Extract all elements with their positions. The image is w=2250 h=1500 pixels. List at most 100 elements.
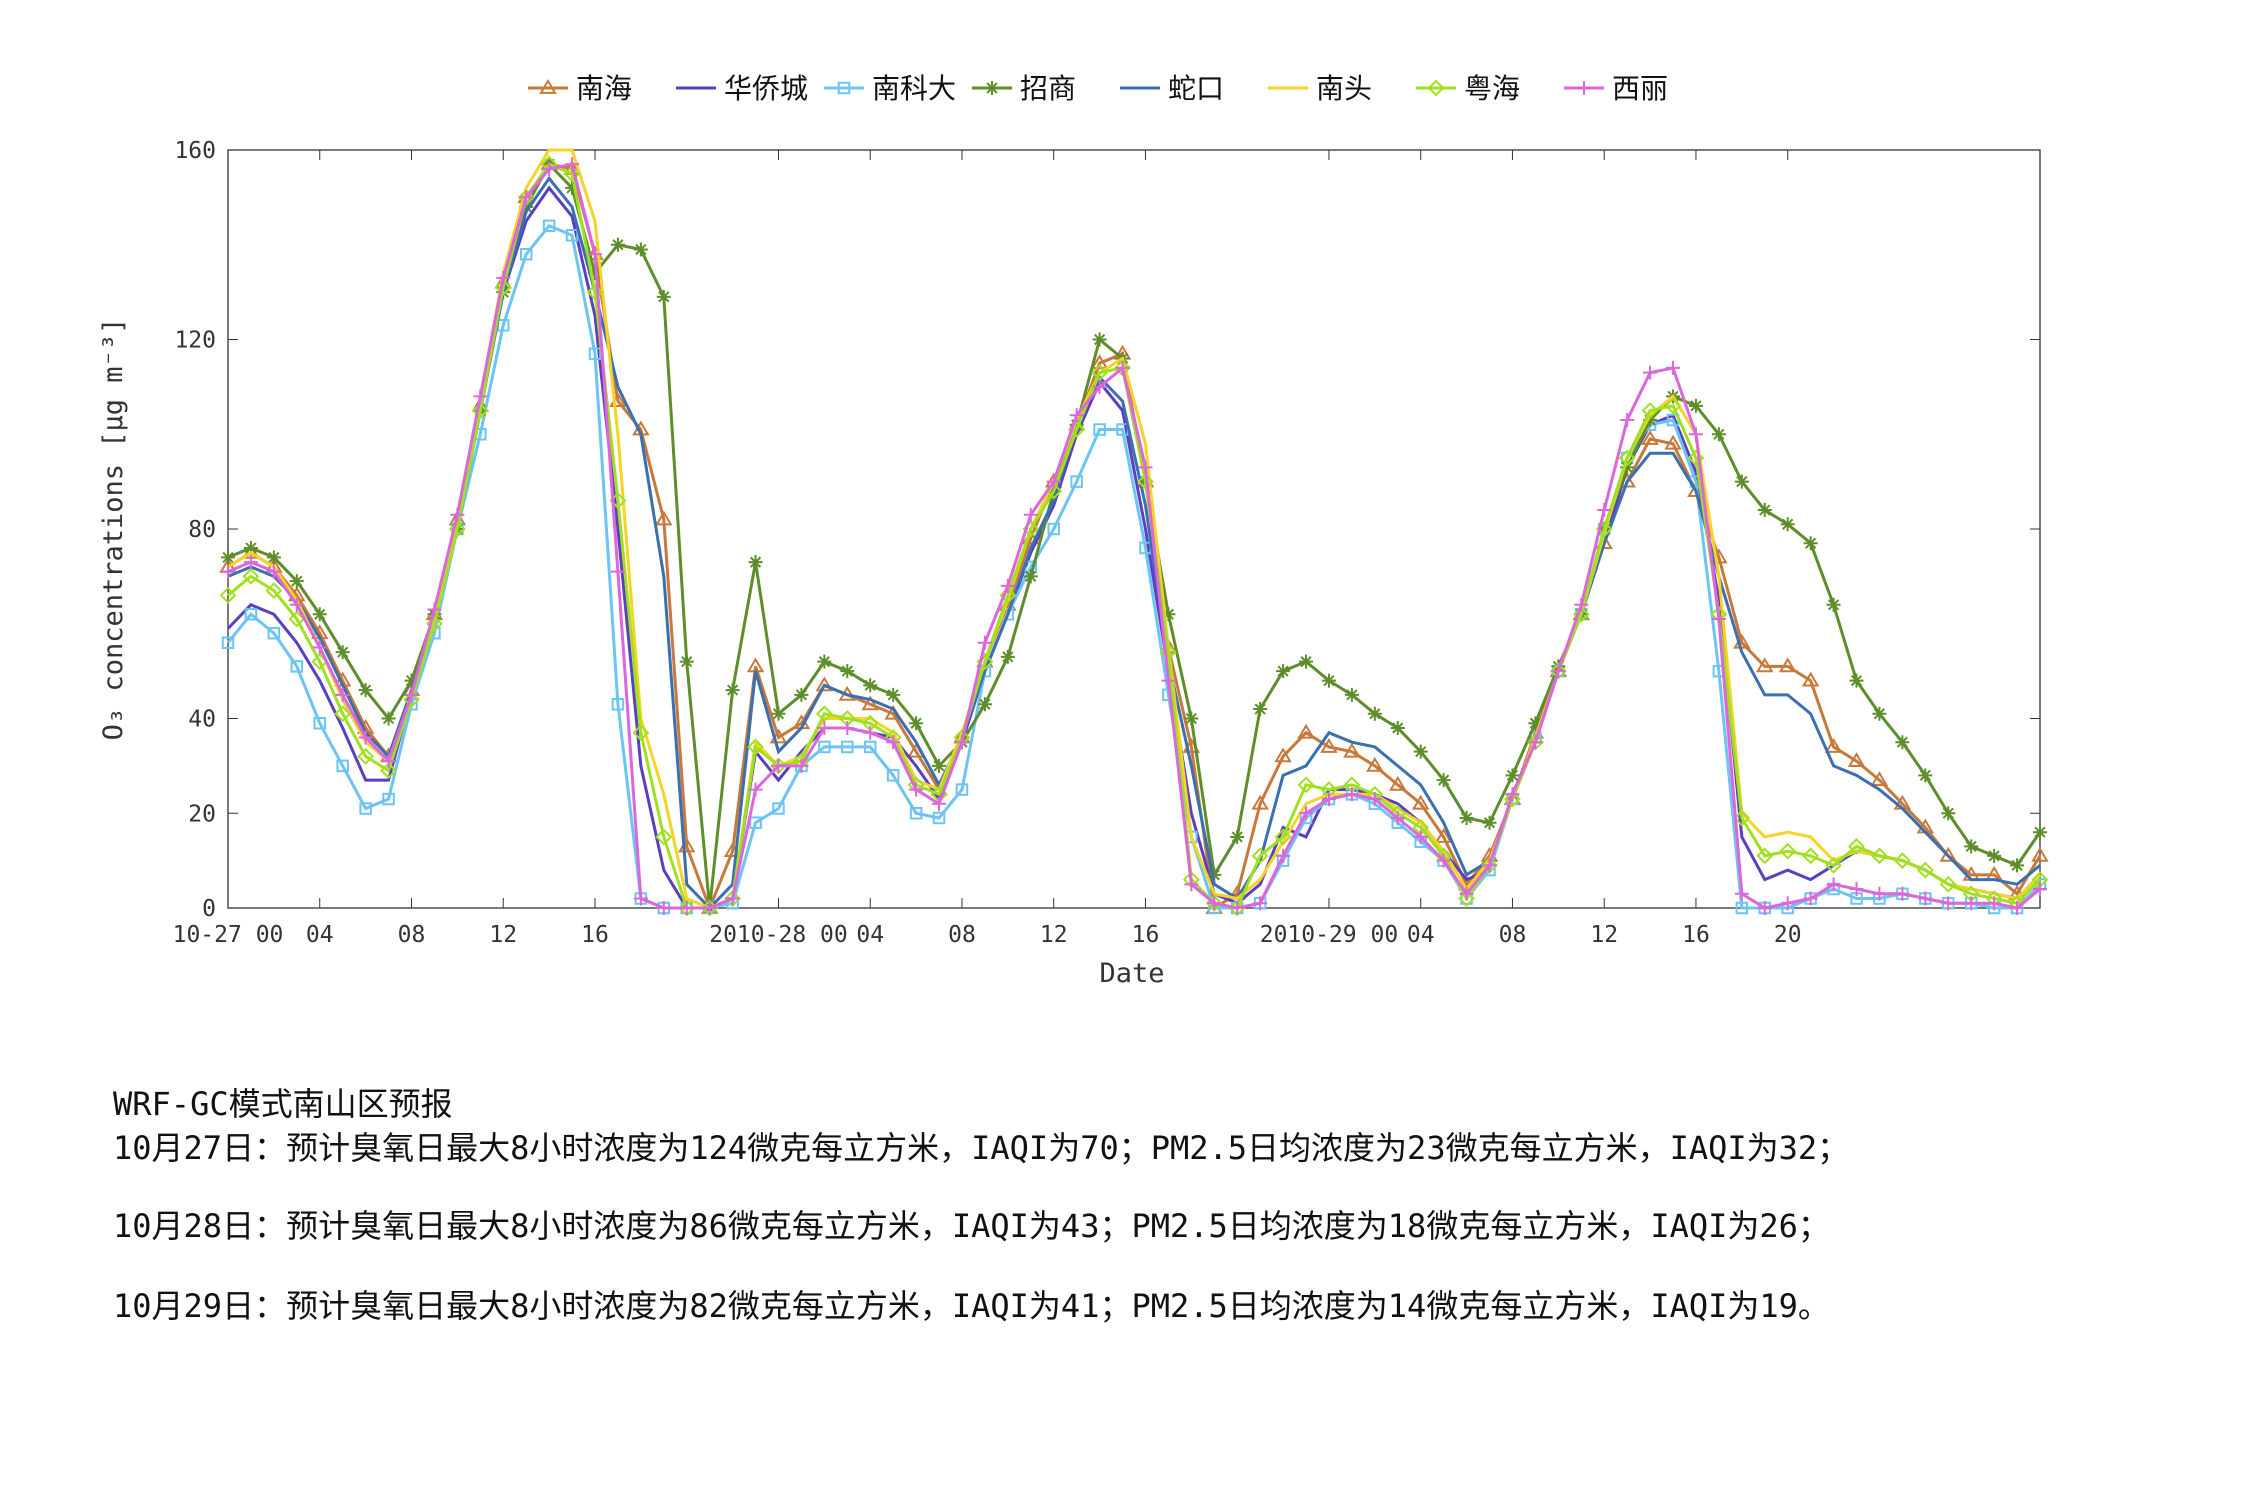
marker xyxy=(909,807,923,820)
marker xyxy=(358,683,373,698)
marker xyxy=(655,510,673,526)
marker xyxy=(1620,460,1635,475)
marker xyxy=(1093,423,1106,436)
legend-label: 招商 xyxy=(1020,72,1076,105)
marker xyxy=(1207,867,1222,882)
marker xyxy=(244,608,258,621)
marker xyxy=(772,802,785,815)
y-tick-label: 160 xyxy=(174,138,216,164)
marker xyxy=(1343,742,1361,758)
marker xyxy=(1687,449,1705,467)
marker xyxy=(473,389,488,404)
marker xyxy=(565,229,579,242)
marker xyxy=(977,697,992,712)
marker xyxy=(1297,723,1315,739)
series-line xyxy=(226,185,2042,910)
marker xyxy=(1939,875,1957,893)
marker xyxy=(794,687,809,702)
marker xyxy=(1023,507,1038,522)
marker xyxy=(932,758,947,773)
marker xyxy=(313,716,326,730)
marker xyxy=(1367,706,1382,721)
marker xyxy=(1941,806,1956,821)
marker xyxy=(1344,787,1359,802)
marker xyxy=(1299,654,1314,669)
marker xyxy=(380,762,397,780)
marker xyxy=(1733,809,1751,827)
marker xyxy=(886,769,900,782)
marker xyxy=(2010,858,2025,873)
marker xyxy=(1230,829,1245,844)
y-tick-label: 80 xyxy=(188,517,216,543)
x-tick-label: 12 xyxy=(1040,922,1068,948)
marker xyxy=(794,758,809,773)
legend-label: 南科大 xyxy=(872,72,956,105)
marker xyxy=(1184,877,1199,892)
marker xyxy=(841,740,854,754)
marker xyxy=(1778,657,1797,673)
y-tick-label: 0 xyxy=(202,896,216,922)
marker xyxy=(679,901,694,915)
series-line xyxy=(227,162,2042,910)
marker xyxy=(1000,578,1015,593)
marker xyxy=(1664,397,1682,415)
marker xyxy=(1939,846,1958,862)
marker xyxy=(1825,856,1842,874)
marker xyxy=(358,730,373,745)
marker xyxy=(1597,503,1612,518)
x-tick-label: 08 xyxy=(398,922,426,948)
x-tick-label: 16 xyxy=(1682,922,1710,948)
marker xyxy=(381,754,396,769)
marker xyxy=(1801,671,1820,687)
marker xyxy=(748,782,763,797)
marker xyxy=(1274,828,1292,846)
marker xyxy=(1390,810,1405,825)
marker xyxy=(1987,896,2002,911)
marker xyxy=(1734,474,1749,489)
series-line xyxy=(227,162,2042,913)
marker xyxy=(242,567,260,585)
marker xyxy=(267,626,281,640)
marker xyxy=(312,640,327,655)
marker xyxy=(1918,891,1933,906)
marker xyxy=(748,555,763,570)
marker xyxy=(633,242,648,257)
legend: 南海 华侨城 南科大 招商 蛇口 南头 粤海 西丽 xyxy=(528,72,1668,105)
marker xyxy=(1688,398,1703,413)
marker xyxy=(266,564,281,579)
legend-label: 南头 xyxy=(1316,72,1372,105)
marker xyxy=(1826,597,1841,612)
marker xyxy=(1070,475,1083,488)
marker xyxy=(587,247,602,262)
x-tick-label: 20 xyxy=(1774,922,1802,948)
chart: Date O₃ concentrations [μg m⁻³] 0 20 40 80 1… xyxy=(98,72,2049,989)
marker xyxy=(656,901,671,915)
marker xyxy=(861,695,879,711)
plot-frame xyxy=(227,149,2041,909)
marker xyxy=(886,735,901,750)
marker xyxy=(1987,848,2002,863)
marker xyxy=(610,564,625,579)
marker xyxy=(1824,737,1843,753)
marker xyxy=(1964,896,1979,911)
marker xyxy=(404,687,419,702)
series-line xyxy=(226,223,2042,910)
marker xyxy=(749,816,762,829)
marker xyxy=(1427,79,1445,97)
y-tick-label: 20 xyxy=(188,801,216,827)
marker xyxy=(1757,503,1772,518)
marker xyxy=(725,891,740,906)
marker xyxy=(1320,737,1338,753)
legend-label: 西丽 xyxy=(1612,72,1668,105)
x-tick-label: 10-27 00 xyxy=(173,922,284,948)
x-tick-label: 08 xyxy=(948,922,976,948)
marker xyxy=(1870,771,1889,786)
marker xyxy=(427,602,442,617)
marker xyxy=(586,283,604,301)
marker xyxy=(359,802,372,815)
marker xyxy=(725,683,740,698)
marker xyxy=(1688,427,1703,442)
marker xyxy=(1528,735,1543,750)
marker xyxy=(221,636,235,649)
marker xyxy=(1367,792,1382,807)
